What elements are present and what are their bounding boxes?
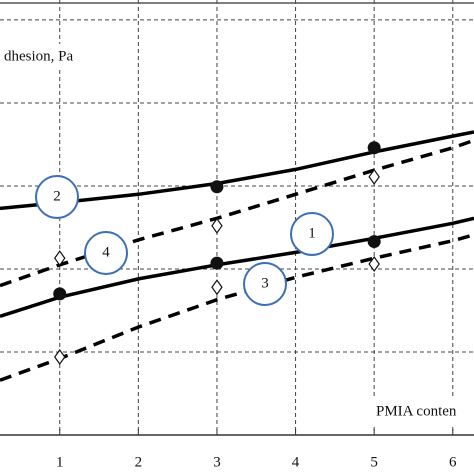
point <box>210 256 224 270</box>
point <box>368 255 380 273</box>
x-label-bg <box>370 399 474 425</box>
point <box>368 168 380 185</box>
curve-label-circle <box>243 262 287 306</box>
curve-label-circle <box>290 212 334 256</box>
y-label-bg <box>2 44 82 70</box>
curve <box>0 216 474 318</box>
x-tick-label: 4 <box>292 454 300 470</box>
point <box>54 250 66 267</box>
curve-label-circle <box>84 231 128 275</box>
point <box>53 287 67 301</box>
y-axis-title: dhesion, Pa <box>4 48 74 64</box>
curve-label: 1 <box>308 225 316 241</box>
x-tick-label: 6 <box>449 454 457 470</box>
curve <box>0 138 474 288</box>
x-tick-label: 1 <box>56 454 64 470</box>
point <box>367 235 381 249</box>
point <box>211 217 223 234</box>
point <box>211 279 223 296</box>
x-tick-label: 5 <box>370 454 378 470</box>
point <box>54 348 66 365</box>
curve <box>0 233 474 382</box>
point <box>367 141 381 155</box>
x-tick-label: 2 <box>135 454 143 470</box>
x-axis-title: PMIA conten <box>376 403 457 419</box>
curve-label: 3 <box>261 275 269 291</box>
curve-label-circle <box>35 175 79 219</box>
point <box>210 180 224 194</box>
curve-label: 2 <box>53 188 61 204</box>
x-tick-label: 3 <box>213 454 221 470</box>
curve-label: 4 <box>102 244 110 260</box>
